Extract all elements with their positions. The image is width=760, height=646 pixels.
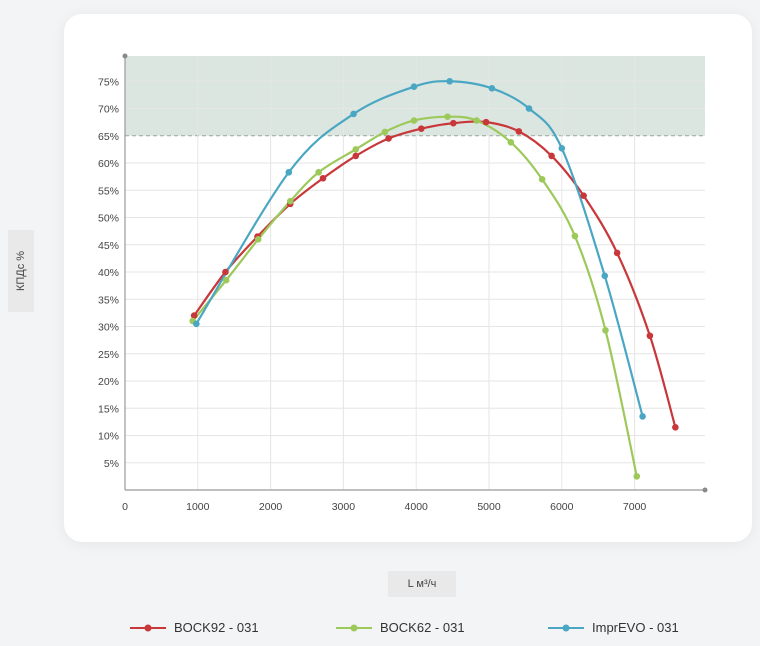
x-tick-label: 6000 <box>550 501 574 513</box>
y-tick-label: 15% <box>98 403 119 415</box>
data-point-bock62 <box>315 168 322 176</box>
y-tick-label: 75% <box>98 76 119 88</box>
x-tick-label: 4000 <box>405 501 429 513</box>
data-point-bock62 <box>410 117 418 124</box>
data-point-bock92 <box>352 152 360 160</box>
series-line-imprevo <box>195 80 644 417</box>
data-point-imprevo <box>639 413 646 420</box>
legend-item-bock92[interactable]: BOCK92 - 031 <box>130 620 259 635</box>
y-axis-label: КПДс % <box>8 230 34 312</box>
data-point-bock62 <box>602 327 609 334</box>
target-efficiency-band <box>125 56 705 136</box>
data-point-bock92 <box>222 268 229 276</box>
data-point-imprevo <box>410 83 418 90</box>
y-tick-label: 45% <box>98 240 119 252</box>
legend-label-bock62: BOCK62 - 031 <box>380 620 465 635</box>
data-point-imprevo <box>193 320 200 328</box>
data-point-bock92 <box>515 128 523 135</box>
y-tick-label: 10% <box>98 431 119 443</box>
x-tick-label: 5000 <box>477 501 501 513</box>
x-axis-label-text: L м³/ч <box>407 578 437 590</box>
y-tick-label: 5% <box>104 458 119 470</box>
data-point-imprevo <box>601 272 609 280</box>
legend-marker-bock62 <box>336 624 372 631</box>
data-point-bock92 <box>417 125 425 132</box>
data-point-imprevo <box>525 105 533 112</box>
data-point-bock92 <box>613 249 621 257</box>
data-point-imprevo <box>350 110 357 118</box>
x-tick-label: 3000 <box>332 501 356 513</box>
data-point-bock62 <box>473 117 480 124</box>
data-point-imprevo <box>446 77 453 85</box>
series-line-bock62 <box>191 115 638 477</box>
legend-label-imprevo: ImprEVO - 031 <box>592 620 679 635</box>
data-point-imprevo <box>285 168 293 176</box>
legend-marker-bock92 <box>130 624 166 631</box>
data-point-bock62 <box>444 113 451 120</box>
data-point-imprevo <box>558 144 566 152</box>
data-point-bock92 <box>385 135 392 142</box>
y-tick-label: 70% <box>98 104 119 116</box>
legend-label-bock92: BOCK92 - 031 <box>174 620 259 635</box>
legend-marker-imprevo <box>548 624 584 631</box>
data-point-bock62 <box>286 197 294 205</box>
legend-item-imprevo[interactable]: ImprEVO - 031 <box>548 620 679 635</box>
data-point-bock62 <box>222 276 230 284</box>
data-point-imprevo <box>488 85 496 92</box>
x-axis-end-dot <box>702 487 708 493</box>
x-tick-label: 1000 <box>186 501 210 513</box>
y-tick-label: 50% <box>98 213 119 225</box>
y-tick-label: 20% <box>98 376 119 388</box>
x-tick-label: 2000 <box>259 501 283 513</box>
x-tick-label: 7000 <box>623 501 647 513</box>
x-tick-label: 0 <box>122 501 128 513</box>
data-point-bock62 <box>381 128 389 136</box>
legend-item-bock62[interactable]: BOCK62 - 031 <box>336 620 465 635</box>
data-point-bock62 <box>571 232 579 240</box>
y-axis-label-text: КПДс % <box>15 250 28 292</box>
data-point-bock92 <box>450 119 457 127</box>
y-tick-label: 25% <box>98 349 119 361</box>
data-point-bock92 <box>190 312 198 319</box>
y-tick-label: 65% <box>98 131 119 143</box>
data-point-bock62 <box>254 236 262 243</box>
data-point-bock92 <box>548 152 555 160</box>
y-tick-label: 35% <box>98 294 119 306</box>
data-point-bock62 <box>538 176 546 183</box>
x-axis-label: L м³/ч <box>388 571 456 597</box>
data-point-bock92 <box>646 332 654 340</box>
data-point-bock62 <box>633 473 641 480</box>
y-tick-label: 40% <box>98 267 119 279</box>
y-tick-label: 60% <box>98 158 119 170</box>
y-tick-label: 30% <box>98 322 119 334</box>
data-point-bock92 <box>580 192 587 199</box>
y-tick-label: 55% <box>98 185 119 197</box>
data-point-bock62 <box>507 138 515 146</box>
data-point-bock92 <box>482 118 490 126</box>
data-point-bock62 <box>352 146 360 153</box>
data-point-bock92 <box>672 424 679 431</box>
y-axis-end-dot <box>122 53 128 59</box>
data-point-bock92 <box>319 174 327 182</box>
